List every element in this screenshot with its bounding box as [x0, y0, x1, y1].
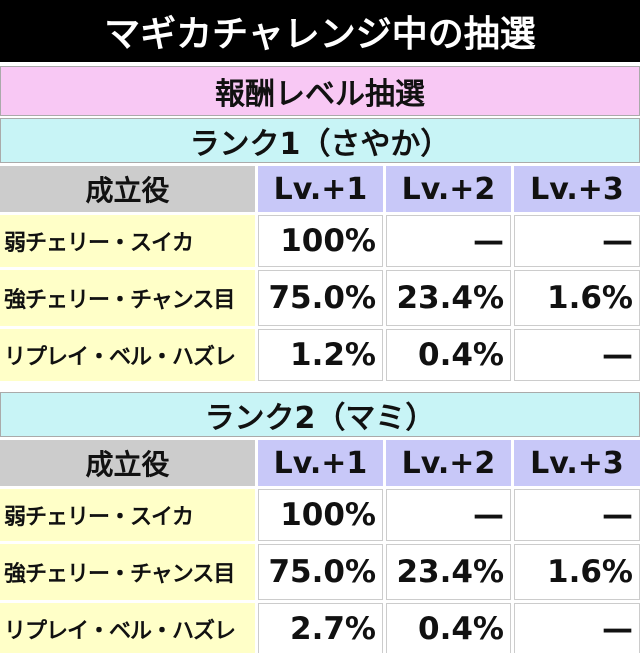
column-header: 成立役 [0, 440, 255, 486]
rate-cell: — [514, 489, 640, 541]
column-header: Lv.+3 [514, 166, 640, 212]
row-label: リプレイ・ベル・ハズレ [0, 329, 255, 381]
rate-cell: 0.4% [386, 603, 511, 653]
rate-cell: 1.2% [258, 329, 383, 381]
rate-cell: — [386, 489, 511, 541]
row-label: 強チェリー・チャンス目 [0, 270, 255, 326]
row-label: 弱チェリー・スイカ [0, 489, 255, 541]
rate-cell: 100% [258, 489, 383, 541]
page-title: マギカチャレンジ中の抽選 [0, 0, 640, 62]
rate-cell: 23.4% [386, 544, 511, 600]
subtitle: 報酬レベル抽選 [0, 66, 640, 116]
rate-cell: 1.6% [514, 270, 640, 326]
column-header: Lv.+2 [386, 440, 511, 486]
column-header: Lv.+1 [258, 440, 383, 486]
rate-cell: 23.4% [386, 270, 511, 326]
row-label: リプレイ・ベル・ハズレ [0, 603, 255, 653]
rate-cell: 75.0% [258, 544, 383, 600]
section-title: ランク2（マミ） [0, 392, 640, 437]
rate-cell: 2.7% [258, 603, 383, 653]
section-title: ランク1（さやか） [0, 118, 640, 163]
rate-cell: 75.0% [258, 270, 383, 326]
column-header: Lv.+2 [386, 166, 511, 212]
column-header: 成立役 [0, 166, 255, 212]
row-label: 弱チェリー・スイカ [0, 215, 255, 267]
column-header: Lv.+1 [258, 166, 383, 212]
rate-cell: — [386, 215, 511, 267]
rate-cell: 100% [258, 215, 383, 267]
rate-cell: — [514, 603, 640, 653]
rate-cell: — [514, 329, 640, 381]
column-header: Lv.+3 [514, 440, 640, 486]
rate-cell: 0.4% [386, 329, 511, 381]
rate-cell: — [514, 215, 640, 267]
rate-cell: 1.6% [514, 544, 640, 600]
row-label: 強チェリー・チャンス目 [0, 544, 255, 600]
